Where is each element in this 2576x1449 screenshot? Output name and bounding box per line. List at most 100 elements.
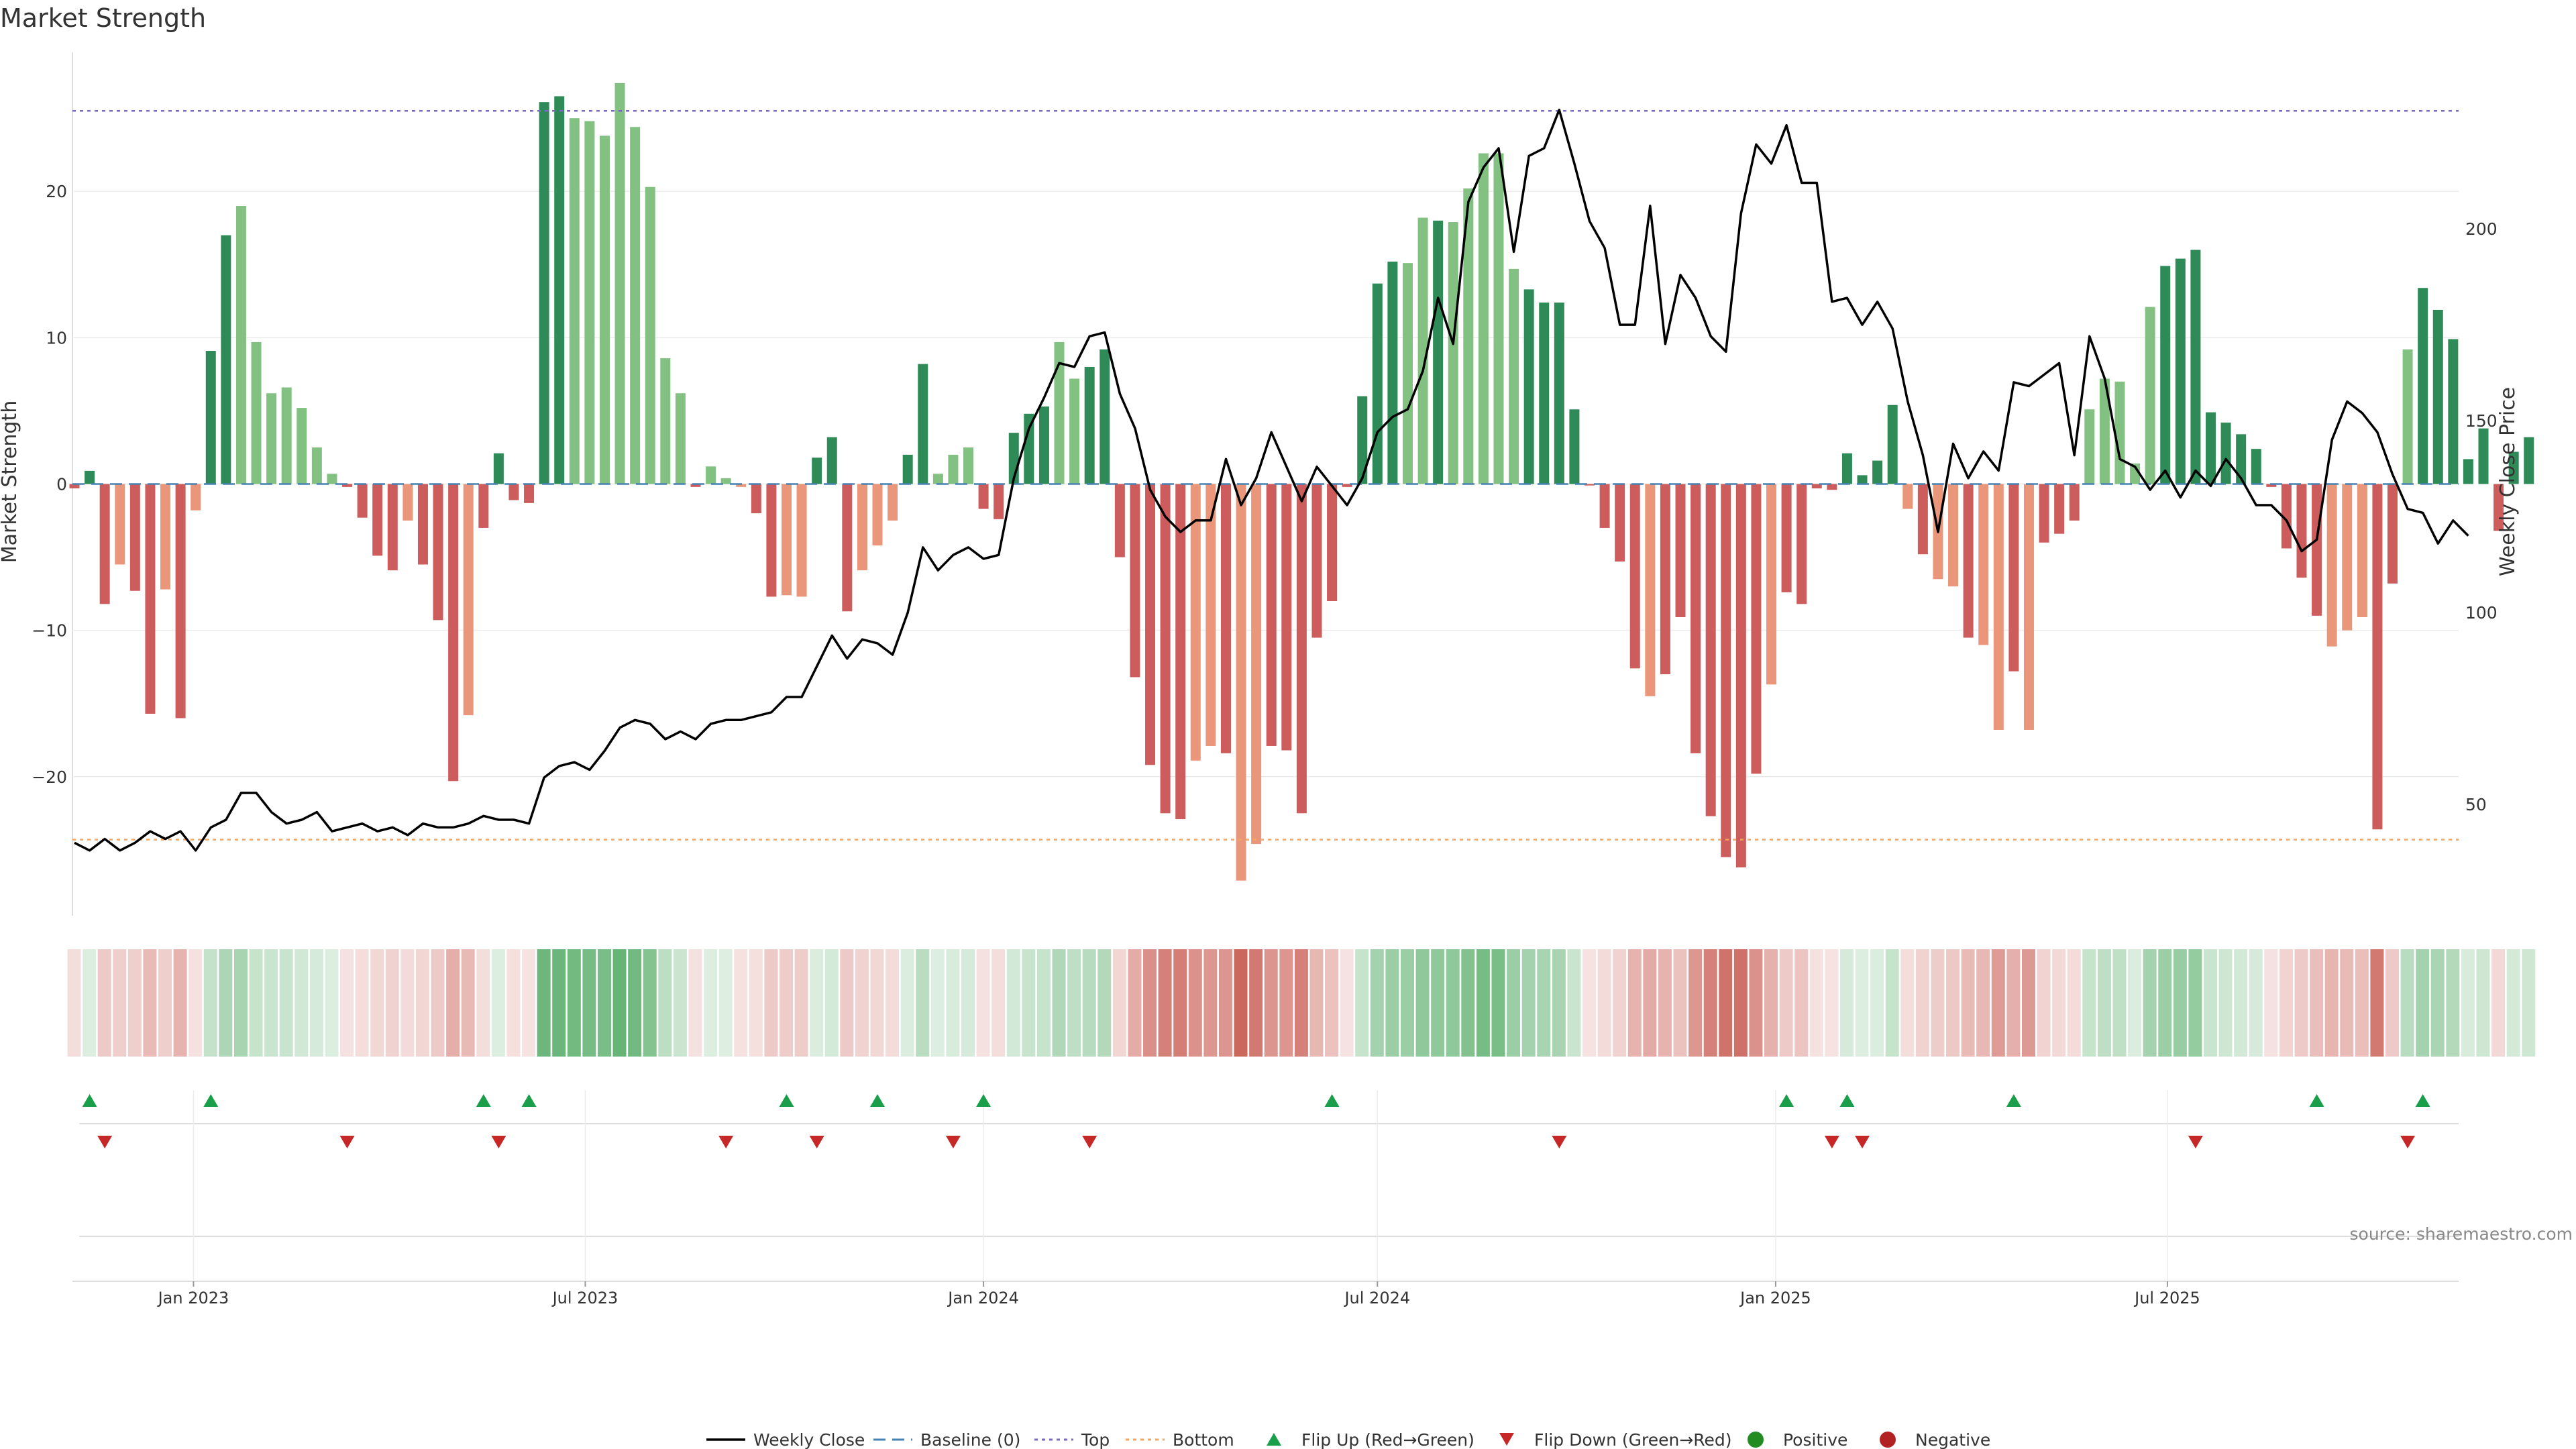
strength-bar [2326, 484, 2337, 647]
heat-cell [930, 949, 945, 1057]
strength-bar [599, 136, 610, 484]
heat-cell [1688, 949, 1703, 1057]
strength-bar [160, 484, 171, 590]
strength-bar [2145, 307, 2155, 484]
heat-cell [461, 949, 475, 1057]
heat-cell [2082, 949, 2096, 1057]
heat-cell [340, 949, 354, 1057]
strength-bar [2266, 484, 2277, 487]
heat-cell [718, 949, 733, 1057]
strength-bar [978, 484, 989, 509]
heat-cell [249, 949, 263, 1057]
strength-bar [1463, 188, 1474, 484]
strength-bar [508, 484, 519, 500]
heat-cell [1597, 949, 1611, 1057]
strength-bar [448, 484, 459, 782]
x-tick-layer: Jan 2023 Jul 2023 Jan 2024 Jul 2024 Jan 2025… [157, 1281, 2200, 1307]
heat-cell [97, 949, 111, 1057]
strength-bar [2220, 422, 2231, 484]
strength-bar [129, 484, 140, 591]
heat-cell [658, 949, 672, 1057]
strength-bar [1372, 283, 1383, 484]
strength-bar [2190, 250, 2201, 484]
strength-bar [2175, 258, 2186, 484]
strength-bar [1599, 484, 1610, 528]
strength-bar [115, 484, 125, 565]
heat-cell [1279, 949, 1293, 1057]
heat-cell [431, 949, 445, 1057]
strength-bar [781, 484, 792, 596]
strength-bar [1523, 289, 1534, 484]
strength-bar [1099, 349, 1110, 484]
heat-cell [522, 949, 536, 1057]
heat-cell [704, 949, 718, 1057]
heat-cell [1036, 949, 1051, 1057]
flip-down-marker [945, 1136, 961, 1148]
y2-tick-label: 150 [2465, 411, 2498, 431]
strength-bar [327, 474, 337, 484]
heat-cell [2188, 949, 2202, 1057]
strength-bar [1266, 484, 1277, 746]
heat-cell [673, 949, 687, 1057]
strength-bar [812, 458, 822, 484]
heat-cell [1931, 949, 1945, 1057]
heat-cell [779, 949, 793, 1057]
strength-bar [2402, 349, 2413, 484]
heat-cell [1385, 949, 1399, 1057]
strength-bar [948, 454, 959, 484]
x-tick-label: Jan 2023 [157, 1289, 229, 1307]
strength-bar [1766, 484, 1777, 685]
strength-bar [1872, 460, 1883, 484]
strength-bar [1342, 484, 1352, 487]
heat-cell [2310, 949, 2324, 1057]
weekly-close-line [74, 109, 2469, 852]
heat-cell [794, 949, 808, 1057]
strength-bar [2296, 484, 2307, 578]
heat-cell [309, 949, 323, 1057]
strength-bar [796, 484, 807, 597]
strength-bar [1539, 303, 1550, 484]
heat-cell [189, 949, 203, 1057]
heat-cell [628, 949, 642, 1057]
flip-up-marker [2006, 1094, 2021, 1107]
heat-cell [1249, 949, 1263, 1057]
strength-bar [857, 484, 867, 571]
strength-bar [918, 364, 928, 484]
strength-bar [1251, 484, 1262, 845]
heat-cell [143, 949, 157, 1057]
strength-bar [630, 127, 641, 484]
heat-cell [552, 949, 566, 1057]
legend-label: Positive [1783, 1430, 1847, 1449]
heat-cell [1052, 949, 1066, 1057]
strength-bar [1615, 484, 1625, 562]
heat-cell [2370, 949, 2384, 1057]
strength-bar [554, 96, 565, 484]
heat-cell [2294, 949, 2308, 1057]
heat-cell [1340, 949, 1354, 1057]
strength-bar [1827, 484, 1837, 490]
x-tick-label: Jul 2023 [551, 1289, 619, 1307]
heat-cell [1733, 949, 1748, 1057]
legend-swatch [1748, 1432, 1764, 1448]
strength-bar [2493, 484, 2504, 531]
strength-bar [2084, 409, 2095, 484]
heat-cell [1749, 949, 1763, 1057]
heat-cell [219, 949, 233, 1057]
strength-bar [1069, 378, 1080, 484]
strength-bar [1281, 484, 1292, 751]
heat-cell [688, 949, 702, 1057]
strength-bar [994, 484, 1004, 519]
heat-cell [2021, 949, 2035, 1057]
heat-cell [1006, 949, 1020, 1057]
strength-bar [2039, 484, 2049, 543]
strength-bar [1084, 366, 1095, 484]
flip-up-marker [779, 1094, 794, 1107]
strength-bar [2448, 339, 2459, 484]
strength-bar [675, 393, 686, 484]
heat-cell [1870, 949, 1884, 1057]
heat-cell [203, 949, 217, 1057]
strength-bar [1296, 484, 1307, 814]
legend-swatch [1267, 1433, 1281, 1446]
strength-bar [1493, 153, 1504, 484]
